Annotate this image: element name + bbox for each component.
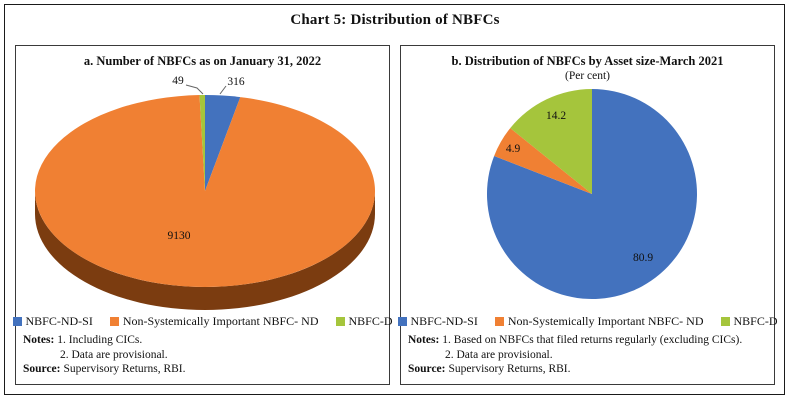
pie-slice	[205, 95, 241, 191]
source-label: Source:	[408, 363, 446, 376]
panel-title: a. Number of NBFCs as on January 31, 202…	[83, 54, 322, 68]
legend-label: Non-Systemically Important NBFC- ND	[507, 314, 704, 328]
source-line: Source: Supervisory Returns, RBI.	[408, 362, 771, 377]
pie-slice	[486, 89, 697, 299]
panel-number-of-nbfcs: a. Number of NBFCs as on January 31, 202…	[12, 45, 393, 385]
legend-label: NBFC-ND-SI	[410, 314, 478, 328]
legend-item-nbfc-nd: Non-Systemically Important NBFC- ND	[109, 314, 319, 329]
data-label-nbfc-nd-si-pct: 80.9	[632, 252, 654, 264]
pie-slice	[199, 95, 205, 191]
legend-label: NBFC-ND-SI	[25, 314, 93, 328]
source-line: Source: Supervisory Returns, RBI.	[23, 362, 386, 377]
leader-line-316	[219, 85, 227, 95]
panel-distribution-by-asset-size: b. Distribution of NBFCs by Asset size-M…	[397, 45, 778, 385]
data-label-nbfc-nd-si: 316	[227, 76, 245, 88]
pie-slice	[35, 191, 375, 310]
notes-label: Notes:	[408, 334, 440, 346]
pie-chart-3d	[35, 95, 376, 310]
legend-item-nbfc-nd: Non-Systemically Important NBFC- ND	[494, 314, 704, 329]
pie-slice	[494, 128, 592, 194]
legend: NBFC-ND-SI Non-Systemically Important NB…	[397, 314, 778, 329]
panel-title: b. Distribution of NBFCs by Asset size-M…	[451, 54, 724, 68]
notes-label: Notes:	[23, 334, 55, 346]
legend-label: Non-Systemically Important NBFC- ND	[122, 314, 319, 328]
legend-swatch-icon	[12, 317, 22, 326]
data-label-nbfc-nd-pct: 4.9	[505, 143, 521, 155]
data-label-nbfc-d-pct: 14.2	[545, 110, 567, 122]
source-text: Supervisory Returns, RBI.	[448, 363, 571, 376]
source-label: Source:	[23, 363, 61, 376]
note-text: 1. Including CICs.	[57, 334, 143, 346]
leader-lines	[185, 84, 227, 95]
pie-chart-flat	[486, 89, 697, 299]
source-text: Supervisory Returns, RBI.	[63, 363, 186, 376]
data-label-nbfc-nd: 9130	[167, 230, 191, 242]
note-line-1: Notes: 1. Based on NBFCs that filed retur…	[408, 333, 771, 348]
legend-swatch-icon	[494, 317, 504, 326]
legend: NBFC-ND-SI Non-Systemically Important NB…	[12, 314, 393, 329]
panel-subtitle: (Per cent)	[564, 70, 611, 82]
notes-block: Notes: 1. Including CICs. 2. Data are pro…	[23, 333, 386, 377]
pie-slice	[510, 89, 592, 194]
legend-label: NBFC-D	[733, 314, 778, 328]
legend-label: NBFC-D	[348, 314, 393, 328]
pie-slice	[35, 95, 376, 287]
legend-item-nbfc-nd-si: NBFC-ND-SI	[397, 314, 478, 329]
legend-swatch-icon	[335, 317, 345, 326]
leader-line-49	[185, 84, 204, 95]
legend-item-nbfc-d: NBFC-D	[720, 314, 778, 329]
legend-item-nbfc-nd-si: NBFC-ND-SI	[12, 314, 93, 329]
legend-swatch-icon	[109, 317, 119, 326]
note-line-2: 2. Data are provisional.	[445, 348, 553, 361]
note-line-1: Notes: 1. Including CICs.	[23, 333, 386, 348]
note-line-2: 2. Data are provisional.	[60, 348, 168, 361]
data-label-nbfc-d: 49	[172, 75, 184, 87]
notes-block: Notes: 1. Based on NBFCs that filed retur…	[408, 333, 771, 377]
legend-item-nbfc-d: NBFC-D	[335, 314, 393, 329]
legend-swatch-icon	[397, 317, 407, 326]
note-text: 1. Based on NBFCs that filed returns reg…	[442, 334, 743, 346]
legend-swatch-icon	[720, 317, 730, 326]
chart-title: Chart 5: Distribution of NBFCs	[290, 12, 500, 28]
